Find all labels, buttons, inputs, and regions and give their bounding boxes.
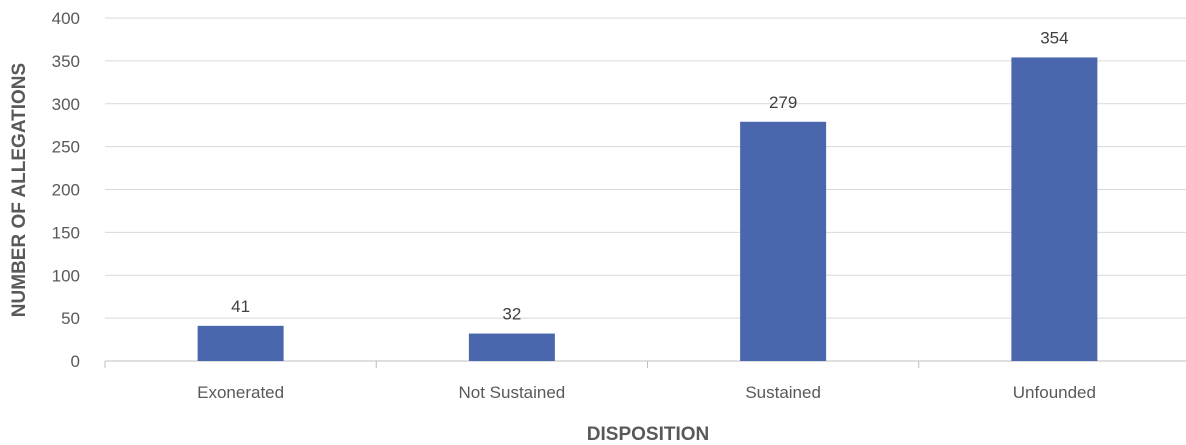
- data-label: 32: [502, 305, 521, 324]
- y-axis-ticks: 0 50 100 150 200 250 300 350 400: [52, 9, 80, 371]
- y-tick-label: 150: [52, 223, 80, 242]
- y-tick-label: 100: [52, 266, 80, 285]
- bar-exonerated: [197, 325, 284, 361]
- bar-sustained: [740, 121, 827, 361]
- bar-not-sustained: [468, 333, 555, 361]
- data-label: 41: [231, 297, 250, 316]
- x-tick-label: Not Sustained: [458, 383, 565, 402]
- y-tick-label: 200: [52, 181, 80, 200]
- x-tick-label: Exonerated: [197, 383, 284, 402]
- x-tick-label: Sustained: [745, 383, 821, 402]
- y-tick-label: 0: [71, 352, 80, 371]
- x-tick-label: Unfounded: [1013, 383, 1096, 402]
- data-label: 279: [769, 93, 797, 112]
- y-tick-label: 300: [52, 95, 80, 114]
- x-axis-title: DISPOSITION: [587, 424, 709, 445]
- data-label: 354: [1040, 28, 1068, 47]
- y-axis-title: NUMBER OF ALLEGATIONS: [9, 63, 30, 317]
- y-tick-label: 250: [52, 138, 80, 157]
- bar-unfounded: [1011, 57, 1098, 361]
- y-tick-label: 400: [52, 9, 80, 28]
- data-labels: 41 32 279 354: [231, 28, 1068, 323]
- y-tick-label: 50: [61, 309, 80, 328]
- x-axis-ticks: Exonerated Not Sustained Sustained Unfounde…: [104, 361, 1096, 402]
- bars: [197, 57, 1098, 361]
- y-tick-label: 350: [52, 52, 80, 71]
